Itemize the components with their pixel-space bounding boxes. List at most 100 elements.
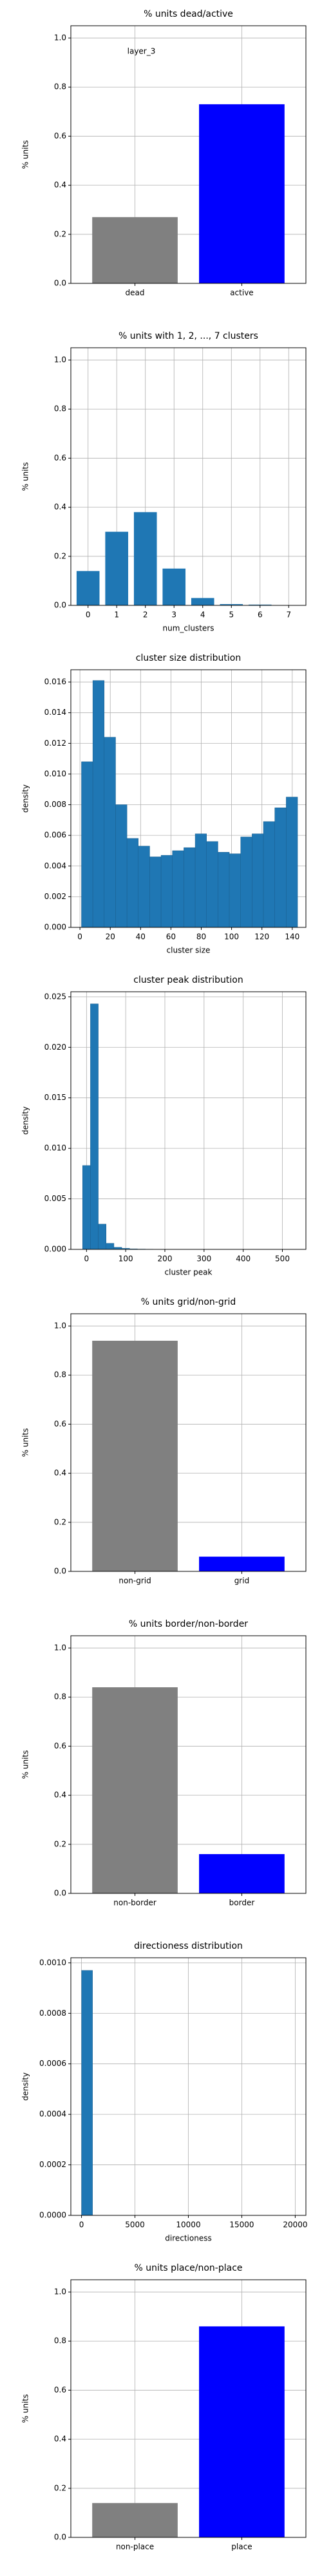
- chart-title: cluster size distribution: [136, 653, 241, 663]
- plot-frame: [70, 1313, 307, 1572]
- x-tick-label: 200: [158, 1255, 173, 1264]
- y-tick-label: 1.0: [54, 1643, 66, 1653]
- y-tick-label: 0.2: [54, 1839, 66, 1848]
- y-tick-label: 0.0008: [39, 2009, 66, 2018]
- y-tick-label: 0.008: [44, 800, 66, 809]
- y-tick-label: 0.000: [44, 1245, 66, 1254]
- x-tick-label: 140: [285, 933, 299, 942]
- y-tick-label: 0.0006: [39, 2059, 66, 2068]
- chart-title: directioness distribution: [134, 1941, 243, 1951]
- histogram-bar: [81, 1970, 93, 2216]
- bar: [105, 531, 129, 605]
- y-axis-label: density: [21, 2072, 30, 2101]
- x-tick-label: active: [230, 289, 253, 298]
- y-tick-label: 0.0010: [39, 1958, 66, 1967]
- y-tick-label: 0.6: [54, 131, 66, 140]
- y-tick-label: 0.4: [54, 502, 66, 511]
- y-tick-label: 0.000: [44, 923, 66, 932]
- x-axis-label: num_clusters: [163, 624, 214, 633]
- chart-title: % units with 1, 2, ..., 7 clusters: [118, 331, 258, 341]
- histogram-bar: [98, 1224, 106, 1250]
- x-tick-label: 15000: [229, 2221, 254, 2230]
- y-tick-label: 0.6: [54, 2385, 66, 2394]
- y-tick-label: 0.025: [44, 992, 66, 1001]
- x-tick-label: 20: [106, 933, 115, 942]
- histogram-bar: [92, 680, 105, 928]
- x-tick-label: non-grid: [118, 1577, 151, 1586]
- y-tick-label: 0.2: [54, 551, 66, 560]
- x-axis-label: cluster peak: [165, 1268, 213, 1277]
- bar: [199, 2326, 285, 2537]
- histogram-bar: [126, 838, 139, 928]
- histogram-bar: [286, 797, 298, 928]
- histogram-bar: [172, 850, 184, 928]
- histogram-bar: [263, 821, 275, 928]
- x-tick-label: grid: [234, 1577, 250, 1586]
- y-tick-label: 0.012: [44, 739, 66, 748]
- x-tick-label: 400: [236, 1255, 251, 1264]
- bar: [162, 568, 186, 605]
- y-tick-label: 0.2: [54, 1517, 66, 1526]
- histogram-bar: [160, 855, 173, 928]
- bar: [133, 512, 157, 605]
- histogram-bar: [82, 1165, 91, 1250]
- y-tick-label: 0.8: [54, 82, 66, 91]
- histogram-bar: [229, 853, 241, 928]
- plot-frame: [70, 669, 307, 928]
- histogram-bar: [252, 833, 264, 928]
- x-tick-label: dead: [126, 289, 145, 298]
- bar: [92, 2503, 178, 2537]
- x-tick-label: 6: [258, 611, 263, 620]
- x-tick-label: 60: [166, 933, 176, 942]
- y-tick-label: 0.8: [54, 404, 66, 413]
- x-tick-label: 5000: [125, 2221, 145, 2230]
- x-tick-label: 10000: [176, 2221, 200, 2230]
- histogram-bar: [90, 1003, 99, 1250]
- y-tick-label: 1.0: [54, 355, 66, 365]
- histogram-bar: [106, 1243, 115, 1250]
- histogram-bar: [274, 808, 287, 928]
- chart-title: % units grid/non-grid: [141, 1297, 236, 1307]
- y-tick-label: 0.0002: [39, 2160, 66, 2169]
- y-tick-label: 0.015: [44, 1093, 66, 1102]
- y-tick-label: 0.005: [44, 1194, 66, 1203]
- plot-frame: [70, 1957, 307, 2216]
- y-tick-label: 0.0: [54, 279, 66, 288]
- y-tick-label: 0.006: [44, 831, 66, 840]
- x-tick-label: 20000: [283, 2221, 307, 2230]
- y-axis-label: density: [21, 1106, 30, 1135]
- y-tick-label: 0.002: [44, 892, 66, 901]
- y-axis-label: % units: [21, 462, 30, 491]
- x-tick-label: 120: [254, 933, 269, 942]
- y-tick-label: 0.0: [54, 2533, 66, 2542]
- x-axis-label: cluster size: [167, 946, 211, 955]
- histogram-bar: [184, 847, 196, 928]
- y-axis-label: % units: [21, 2394, 30, 2423]
- x-tick-label: 300: [196, 1255, 211, 1264]
- histogram-bar: [115, 804, 128, 928]
- x-tick-label: 100: [118, 1255, 133, 1264]
- bar: [92, 1340, 178, 1571]
- x-tick-label: 5: [229, 611, 234, 620]
- histogram-bar: [218, 852, 230, 928]
- y-tick-label: 0.014: [44, 708, 66, 717]
- x-tick-label: border: [229, 1899, 255, 1908]
- y-tick-label: 0.020: [44, 1043, 66, 1052]
- y-axis-label: density: [21, 784, 30, 813]
- x-tick-label: non-place: [116, 2543, 154, 2552]
- bar: [220, 604, 243, 605]
- y-tick-label: 1.0: [54, 33, 66, 43]
- x-tick-label: 0: [86, 611, 91, 620]
- histogram-bar: [138, 846, 150, 928]
- y-tick-label: 1.0: [54, 2287, 66, 2297]
- x-tick-label: 500: [275, 1255, 290, 1264]
- chart-title: % units border/non-border: [129, 1619, 248, 1629]
- y-tick-label: 0.2: [54, 2483, 66, 2492]
- x-tick-label: 0: [84, 1255, 90, 1264]
- bar: [92, 217, 178, 283]
- y-tick-label: 0.0004: [39, 2110, 66, 2119]
- x-tick-label: 2: [143, 611, 148, 620]
- x-tick-label: 40: [136, 933, 146, 942]
- bar: [92, 1687, 178, 1893]
